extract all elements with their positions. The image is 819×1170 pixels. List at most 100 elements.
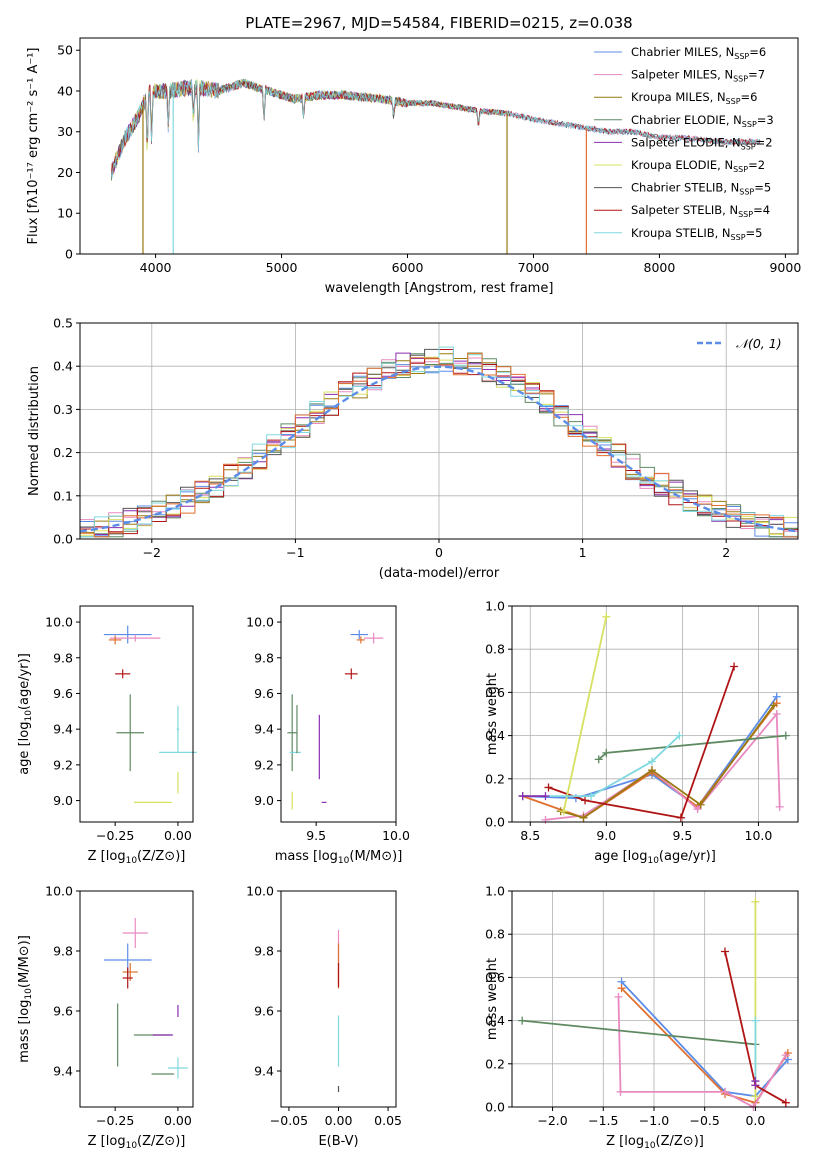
y-tick-label: 9.6 <box>53 686 73 701</box>
label-part: log <box>628 849 648 864</box>
legend-label: Kroupa MILES, N <box>631 90 726 104</box>
y-tick-label: 0.6 <box>485 685 505 700</box>
frame-spectrum: 4000 5000 6000 7000 8000 9000 0 10 20 30 40 50 wavel… <box>26 37 801 296</box>
plot-frame <box>79 605 194 823</box>
y-tick-label: 9.8 <box>254 944 274 959</box>
errorbar-point <box>344 668 358 680</box>
x-tick-label: 10.0 <box>382 828 410 843</box>
weight-marker <box>676 813 685 822</box>
y-tick-label: 9.4 <box>53 1064 73 1079</box>
legend-label: Salpeter MILES, N <box>631 68 733 82</box>
x-tick-label: 10.0 <box>745 828 773 843</box>
legend-entry: Chabrier ELODIE, NSSP=3 <box>631 113 774 129</box>
y-tick-label: 0.2 <box>53 445 73 460</box>
legend-subscript: SSP <box>731 233 746 242</box>
label-subscript: 10 <box>24 710 34 722</box>
y-tick-label: 9.6 <box>53 1004 73 1019</box>
legend-label: Chabrier MILES, N <box>631 45 734 59</box>
x-tick-label: −2 <box>143 545 161 560</box>
x-tick-label: −1.5 <box>588 1113 618 1128</box>
y-axis-label: mass weight <box>485 958 500 1040</box>
label-part: (M/M⊙)] <box>349 849 402 864</box>
plot-frame <box>79 890 194 1108</box>
weight-marker <box>751 1081 760 1090</box>
x-tick-label: −1.0 <box>639 1113 669 1128</box>
y-tick-label: 0.4 <box>485 1013 505 1028</box>
y-tick-label: 0.0 <box>53 532 73 547</box>
legend-subscript: SSP <box>733 165 748 174</box>
frame-residuals: −2 −1 0 1 2 0.0 0.1 0.2 0.3 0.4 0.5 (data-model)/er… <box>27 316 799 581</box>
plot-frame <box>511 890 799 1108</box>
weight-series-line <box>562 616 608 812</box>
label-part: mass [ <box>17 1019 32 1062</box>
weight-marker <box>720 1087 729 1096</box>
x-tick-label: 7000 <box>518 260 550 275</box>
x-tick-label: −0.25 <box>96 828 134 843</box>
figure-title: PLATE=2967, MJD=54584, FIBERID=0215, z=0… <box>245 14 632 32</box>
weight-marker <box>751 897 760 906</box>
y-tick-label: 0.0 <box>485 815 505 830</box>
legend-entry: Chabrier MILES, NSSP=6 <box>631 45 766 61</box>
weight-marker <box>518 792 527 801</box>
y-tick-label: 9.0 <box>254 793 274 808</box>
weight-marker <box>559 807 568 816</box>
label-part: log <box>318 849 338 864</box>
residual-histogram <box>80 352 798 538</box>
y-tick-label: 20 <box>57 165 73 180</box>
y-tick-label: 0.0 <box>485 1100 505 1115</box>
x-tick-label: 8.5 <box>520 828 540 843</box>
errorbar-point <box>356 636 365 644</box>
y-axis-label: Normed distribution <box>27 366 42 496</box>
weight-marker <box>751 1092 760 1101</box>
label-part: (Z/Z⊙)] <box>656 1134 704 1149</box>
y-tick-label: 0.5 <box>53 316 73 331</box>
weight-marker <box>675 731 684 740</box>
legend-count: =6 <box>741 90 758 104</box>
legend-label: Kroupa ELODIE, N <box>631 158 733 172</box>
y-tick-label: 0.1 <box>53 488 73 503</box>
frame-age-vs-mass: 9.5 10.0 9.0 9.2 9.4 9.6 9.8 10.0 mass [log10(M/… <box>246 605 410 866</box>
x-tick-label: 9.5 <box>306 828 326 843</box>
legend-subscript: SSP <box>739 188 754 197</box>
legend-entry: Kroupa MILES, NSSP=6 <box>631 90 757 106</box>
label-part: log <box>106 1134 126 1149</box>
legend-count: =5 <box>754 181 771 195</box>
label-subscript: 10 <box>24 988 34 1000</box>
x-tick-label: 0 <box>435 545 443 560</box>
weight-marker <box>602 748 611 757</box>
weight-marker <box>647 757 656 766</box>
y-tick-label: 9.6 <box>254 686 274 701</box>
legend-entry: 𝒩(0, 1) <box>736 336 782 351</box>
x-tick-label: 2 <box>722 545 730 560</box>
x-tick-label: 4000 <box>140 260 172 275</box>
legend-count: =2 <box>756 135 773 149</box>
weight-lines-weight-vs-Z <box>518 897 792 1111</box>
x-axis-label: age [log10(age/yr)] <box>594 849 716 866</box>
label-part: log <box>17 722 32 742</box>
plot-frame <box>511 605 799 823</box>
weight-series-line <box>522 1019 756 1046</box>
label-part: log <box>17 1000 32 1020</box>
weight-marker <box>730 662 739 671</box>
label-part: (age/yr)] <box>17 653 32 710</box>
x-tick-label: −0.5 <box>690 1113 720 1128</box>
legend-count: =7 <box>748 68 765 82</box>
y-tick-label: 0.6 <box>485 970 505 985</box>
x-axis-label: Z [log10(Z/Z⊙)] <box>88 1134 186 1151</box>
legend-entry: Kroupa STELIB, NSSP=5 <box>631 226 762 242</box>
label-part: (data-model)/error <box>379 566 500 581</box>
label-part: age [ <box>594 849 627 864</box>
y-tick-label: 10.0 <box>45 884 73 899</box>
y-tick-label: 9.0 <box>53 793 73 808</box>
legend-label: Chabrier STELIB, N <box>631 181 739 195</box>
weight-marker <box>518 1016 527 1025</box>
legend-entry: Salpeter STELIB, NSSP=4 <box>631 203 770 219</box>
x-axis-label: E(B-V) <box>318 1134 358 1149</box>
x-tick-label: 6000 <box>392 260 424 275</box>
y-axis-label: mass [log10(M/M⊙)] <box>17 935 34 1063</box>
x-tick-label: 9.0 <box>596 828 616 843</box>
y-tick-label: 0.2 <box>485 1056 505 1071</box>
x-axis-label: Z [log10(Z/Z⊙)] <box>88 849 186 866</box>
errorbars-mass-vs-Z <box>103 918 188 1079</box>
label-part: (Z/Z⊙)] <box>137 1134 185 1149</box>
